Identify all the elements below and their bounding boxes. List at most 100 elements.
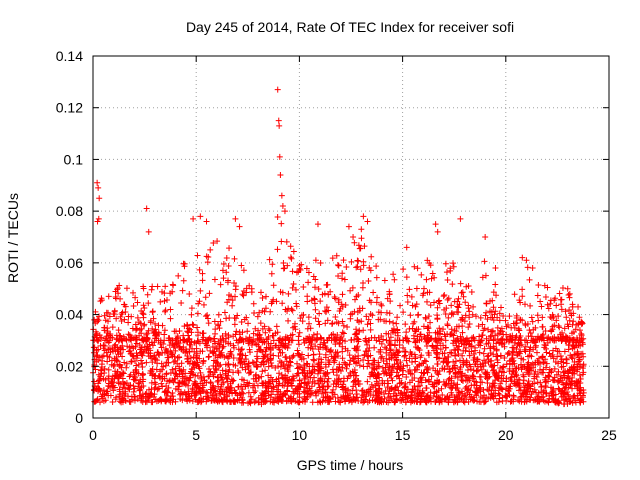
data-point — [106, 313, 113, 320]
data-point — [521, 346, 528, 353]
data-point — [578, 330, 585, 337]
data-point — [190, 215, 197, 222]
data-point — [343, 365, 350, 372]
data-point — [387, 334, 394, 341]
data-point — [273, 323, 280, 330]
data-point — [330, 331, 337, 338]
data-point — [535, 333, 542, 340]
data-point — [550, 355, 557, 362]
data-point — [284, 262, 291, 269]
data-point — [164, 354, 171, 361]
data-point — [490, 351, 497, 358]
data-point — [387, 371, 394, 378]
data-point — [239, 329, 246, 336]
data-point — [526, 346, 533, 353]
data-point — [153, 366, 160, 373]
data-point — [230, 369, 237, 376]
data-point — [331, 337, 338, 344]
data-point — [148, 386, 155, 393]
data-point — [576, 327, 583, 334]
data-point — [508, 398, 515, 405]
data-point — [254, 363, 261, 370]
data-point — [562, 384, 569, 391]
data-point — [164, 388, 171, 395]
data-point — [409, 302, 416, 309]
data-point — [237, 391, 244, 398]
data-point — [259, 295, 266, 302]
data-point — [537, 360, 544, 367]
data-point — [347, 287, 354, 294]
data-point — [377, 355, 384, 362]
data-point — [492, 308, 499, 315]
data-point — [351, 331, 358, 338]
data-point — [536, 398, 543, 405]
data-point — [286, 355, 293, 362]
data-point — [506, 313, 513, 320]
data-point — [265, 378, 272, 385]
data-point — [354, 317, 361, 324]
data-point — [140, 314, 147, 321]
data-point — [111, 361, 118, 368]
data-point — [144, 291, 151, 298]
data-point — [104, 388, 111, 395]
data-point — [189, 398, 196, 405]
data-point — [300, 388, 307, 395]
data-point — [502, 393, 509, 400]
data-point — [270, 337, 277, 344]
data-point — [575, 350, 582, 357]
data-point — [91, 378, 98, 385]
data-point — [351, 377, 358, 384]
data-point — [551, 365, 558, 372]
data-point — [476, 398, 483, 405]
data-point — [121, 316, 128, 323]
data-point — [274, 86, 281, 93]
data-point — [402, 321, 409, 328]
data-point — [402, 383, 409, 390]
data-point — [250, 360, 257, 367]
data-point — [310, 273, 317, 280]
data-point — [414, 265, 421, 272]
data-point — [354, 263, 361, 270]
data-point — [126, 398, 133, 405]
data-point — [563, 396, 570, 403]
data-point — [275, 375, 282, 382]
data-point — [527, 330, 534, 337]
data-point — [195, 338, 202, 345]
data-point — [204, 312, 211, 319]
data-point — [196, 298, 203, 305]
data-point — [445, 295, 452, 302]
data-point — [490, 366, 497, 373]
data-point — [236, 396, 243, 403]
data-point — [290, 324, 297, 331]
data-point — [254, 355, 261, 362]
data-point — [499, 364, 506, 371]
y-tick-label: 0.12 — [56, 100, 83, 116]
data-point — [95, 215, 102, 222]
data-point — [256, 346, 263, 353]
data-point — [293, 303, 300, 310]
data-point — [528, 333, 535, 340]
data-point — [289, 331, 296, 338]
data-point — [571, 370, 578, 377]
data-point — [457, 215, 464, 222]
data-point — [273, 342, 280, 349]
data-point — [378, 353, 385, 360]
data-point — [335, 398, 342, 405]
data-point — [442, 333, 449, 340]
data-point — [418, 271, 425, 278]
data-point — [257, 320, 264, 327]
data-point — [485, 326, 492, 333]
data-point — [95, 317, 102, 324]
data-point — [113, 315, 120, 322]
data-point — [444, 321, 451, 328]
data-point — [259, 382, 266, 389]
data-point — [465, 324, 472, 331]
data-point — [119, 353, 126, 360]
data-point — [151, 335, 158, 342]
data-point — [311, 295, 318, 302]
data-point — [353, 264, 360, 271]
data-point — [248, 289, 255, 296]
data-point — [349, 284, 356, 291]
data-point — [411, 382, 418, 389]
data-point — [380, 357, 387, 364]
